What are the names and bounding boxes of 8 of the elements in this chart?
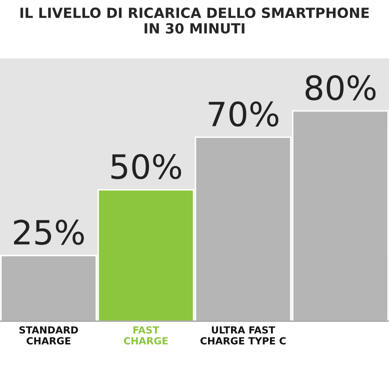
- x-tick-label: STANDARD CHARGE: [19, 326, 78, 344]
- x-tick-label: ULTRA FAST CHARGE TYPE C: [200, 326, 286, 344]
- data-label: 70%: [208, 101, 278, 127]
- data-label: 25%: [14, 220, 84, 245]
- data-label: 80%: [306, 75, 376, 100]
- chart-title: IL LIVELLO DI RICARICA DELLO SMARTPHONE IN 30 MINUTI: [20, 8, 369, 34]
- data-label: 50%: [111, 154, 182, 180]
- x-tick-label: FAST CHARGE: [124, 326, 168, 344]
